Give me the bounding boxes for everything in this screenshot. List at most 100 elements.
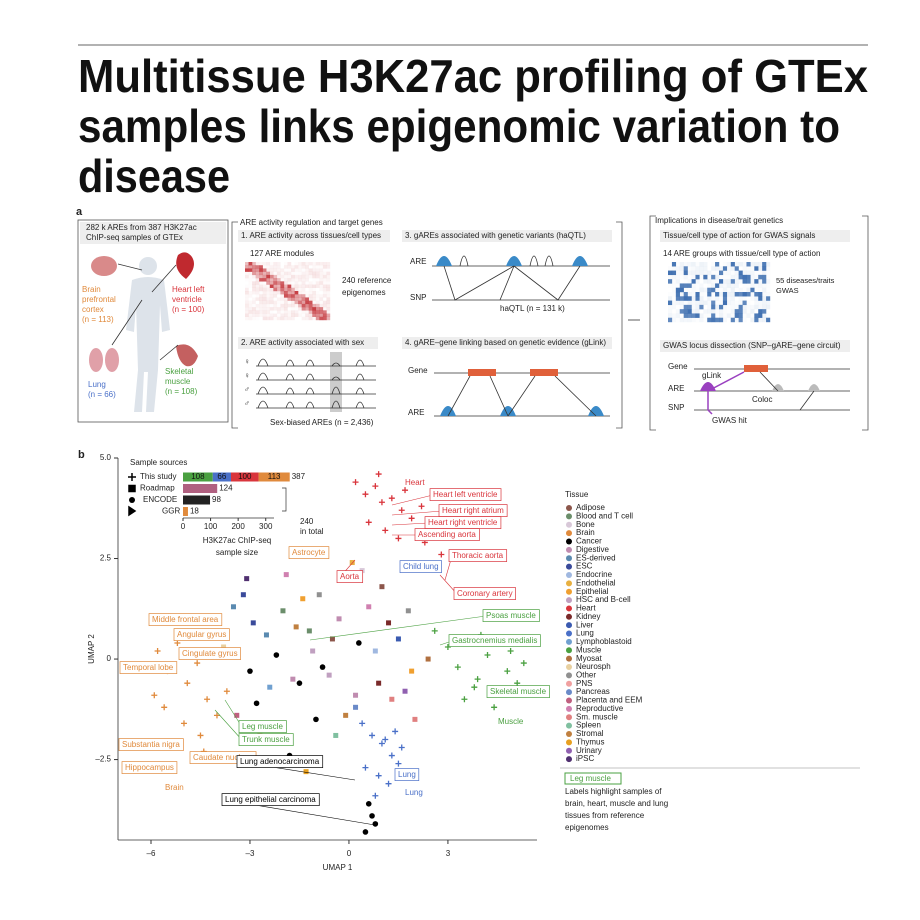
heat-cell: [266, 278, 270, 282]
tissue-name: Heart left: [172, 285, 205, 294]
heat-cell: [671, 274, 677, 280]
heat-cell: [750, 262, 755, 267]
heat-cell: [283, 271, 288, 276]
heat-cell: [312, 303, 317, 308]
heat-cell: [322, 274, 327, 279]
heat-cell: [315, 307, 320, 311]
point: [378, 499, 385, 506]
heat-cell: [731, 305, 735, 309]
heat-cell: [754, 279, 759, 284]
legend-label: Blood and T cell: [576, 511, 633, 520]
heat-cell: [302, 310, 306, 313]
annotation: Caudate nucleus: [193, 753, 253, 762]
heat-cell: [738, 262, 743, 267]
text: Gene: [668, 362, 688, 371]
heat-cell: [762, 266, 767, 271]
heat-cell: [683, 270, 688, 276]
heat-cell: [746, 279, 751, 284]
heat-cell: [252, 313, 256, 317]
heat-cell: [726, 262, 731, 267]
heat-cell: [315, 310, 320, 314]
heat-cell: [750, 279, 755, 284]
heat-cell: [280, 291, 285, 295]
inset-title: Sample sources: [130, 458, 187, 467]
heat-cell: [291, 294, 295, 298]
point: [174, 639, 181, 646]
annotation: Hippocampus: [125, 763, 174, 772]
heat-cell: [266, 294, 270, 297]
tissue-n: (n = 108): [165, 387, 198, 396]
heat-cell: [727, 309, 731, 313]
heat-cell: [723, 305, 727, 309]
heat-cell: [687, 270, 692, 276]
heat-cell: [263, 281, 267, 284]
heat-cell: [750, 304, 755, 310]
heat-cell: [746, 296, 750, 300]
heat-cell: [322, 294, 327, 298]
heat-cell: [273, 313, 278, 317]
heat-cell: [291, 297, 295, 301]
heat-cell: [326, 303, 331, 308]
heat-cell: [249, 288, 253, 291]
heat-cell: [738, 304, 743, 310]
heat-cell: [668, 292, 672, 296]
peak: [257, 372, 365, 381]
heat-cell: [695, 283, 699, 287]
point: [378, 740, 385, 747]
legend-label: PNS: [576, 679, 592, 688]
point: [382, 736, 389, 743]
annotation: Ascending aorta: [418, 530, 476, 539]
heat-cell: [679, 292, 684, 297]
title-line: disease: [78, 150, 230, 202]
heat-cell: [291, 310, 295, 314]
annotation: Heart left ventricle: [433, 490, 498, 499]
heat-cell: [287, 313, 292, 317]
heat-cell: [269, 284, 274, 288]
point: [372, 648, 378, 654]
heat-cell: [738, 292, 743, 297]
heat-cell: [322, 316, 327, 321]
heat-cell: [699, 266, 704, 271]
heat-cell: [308, 284, 313, 288]
heat-cell: [308, 294, 313, 298]
heat-cell: [323, 281, 327, 284]
heat-cell: [711, 274, 716, 280]
heat-cell: [308, 303, 313, 308]
point: [389, 696, 395, 702]
heat-cell: [723, 262, 727, 266]
heat-cell: [245, 265, 249, 269]
heat-cell: [305, 274, 309, 279]
category-label: GGR: [162, 507, 180, 516]
heat-cell: [699, 292, 703, 296]
heat-cell: [308, 281, 313, 285]
heat-cell: [715, 301, 719, 305]
heat-cell: [707, 296, 712, 301]
heat-cell: [746, 292, 751, 297]
heat-cell: [305, 316, 309, 321]
heat-cell: [298, 262, 302, 266]
point: [382, 527, 389, 534]
heat-cell: [298, 314, 302, 317]
legend-label: Urinary: [576, 746, 602, 755]
heat-cell: [680, 279, 684, 283]
heat-cell: [746, 313, 751, 318]
heat-cell: [245, 294, 249, 297]
heat-cell: [262, 274, 267, 279]
point: [234, 712, 240, 718]
legend-label: Cancer: [576, 537, 602, 546]
heat-cell: [305, 303, 309, 308]
heat-cell: [273, 297, 277, 300]
heat-cell: [288, 301, 292, 304]
annotation: Cingulate gyrus: [182, 649, 238, 658]
heat-cell: [707, 301, 711, 305]
heat-cell: [276, 281, 281, 285]
heat-cell: [727, 288, 731, 292]
heat-cell: [312, 271, 317, 276]
point: [293, 624, 299, 630]
point: [319, 664, 326, 670]
heat-cell: [722, 287, 728, 293]
heat-cell: [323, 307, 327, 310]
heat-cell: [711, 300, 716, 306]
heat-cell: [715, 287, 720, 293]
heat-cell: [762, 262, 767, 267]
